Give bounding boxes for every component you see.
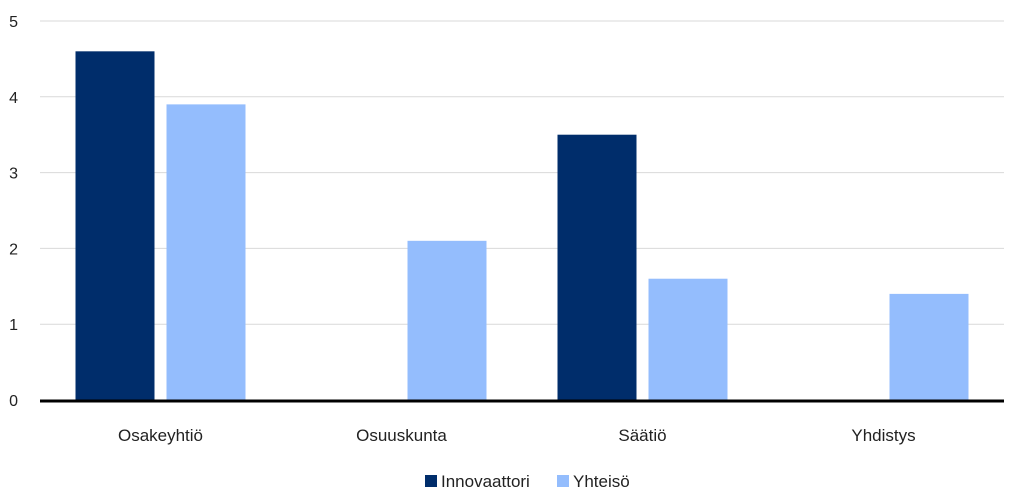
category-label: Säätiö: [618, 426, 666, 445]
legend-label-yhteisö: Yhteisö: [573, 472, 630, 491]
y-axis-tick-labels: 0 1 2 3 4 5: [9, 14, 18, 410]
legend: Innovaattori Yhteisö: [425, 472, 630, 491]
category-label: Osuuskunta: [356, 426, 447, 445]
bar-yhteisö-0: [166, 104, 246, 400]
bar-innovaattori-0: [75, 51, 155, 400]
legend-swatch-yhteisö: [557, 475, 569, 487]
legend-label-innovaattori: Innovaattori: [441, 472, 530, 491]
y-tick-label: 2: [9, 241, 18, 258]
bars: [75, 51, 969, 400]
category-label: Osakeyhtiö: [118, 426, 203, 445]
y-tick-label: 5: [9, 14, 18, 31]
bar-innovaattori-2: [557, 134, 637, 400]
category-label: Yhdistys: [851, 426, 915, 445]
category-labels: Osakeyhtiö Osuuskunta Säätiö Yhdistys: [118, 426, 916, 445]
y-tick-label: 0: [9, 393, 18, 410]
y-tick-label: 1: [9, 317, 18, 334]
bar-yhteisö-3: [889, 293, 969, 400]
y-tick-label: 4: [9, 90, 18, 107]
bar-yhteisö-1: [407, 240, 487, 400]
bar-yhteisö-2: [648, 278, 728, 400]
y-tick-label: 3: [9, 166, 18, 183]
legend-swatch-innovaattori: [425, 475, 437, 487]
